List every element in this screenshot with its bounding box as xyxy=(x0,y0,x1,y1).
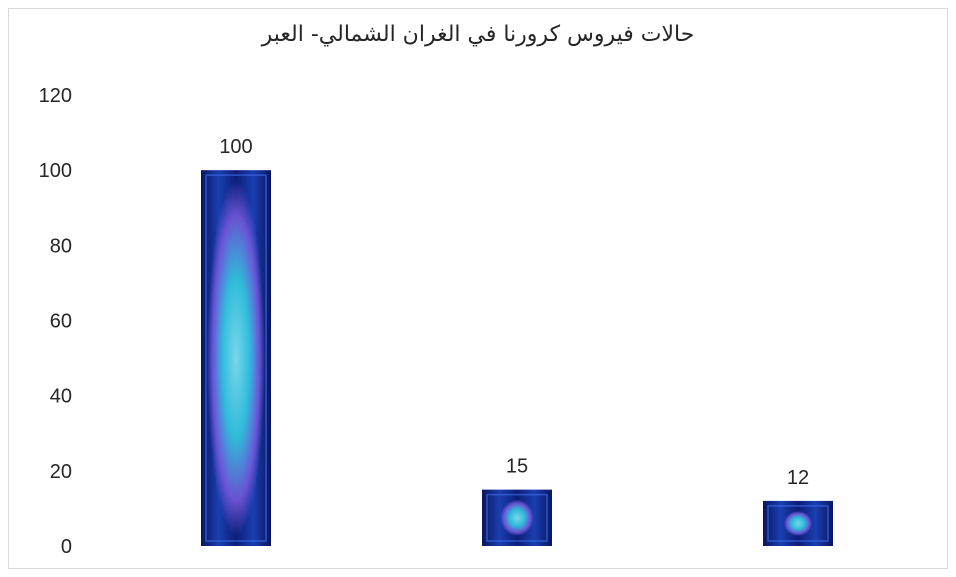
chart-title: حالات فيروس كرورنا في الغران الشمالي- ال… xyxy=(261,22,695,47)
y-tick-label: 100 xyxy=(39,160,72,182)
bar xyxy=(482,489,552,546)
y-tick-label: 80 xyxy=(50,235,72,257)
bar-frame xyxy=(486,493,548,542)
data-label: 15 xyxy=(506,456,528,478)
y-tick-label: 60 xyxy=(50,311,72,333)
y-tick-label: 20 xyxy=(50,461,72,483)
bar-frame xyxy=(205,174,267,542)
y-tick-label: 120 xyxy=(39,85,72,107)
y-tick-label: 0 xyxy=(61,536,72,558)
y-tick-label: 40 xyxy=(50,386,72,408)
chart-area xyxy=(8,8,948,569)
virus-image xyxy=(207,180,265,536)
data-label: 12 xyxy=(787,467,809,489)
bar-frame xyxy=(767,505,829,542)
virus-image xyxy=(783,510,813,536)
data-label: 100 xyxy=(219,136,252,158)
bar xyxy=(201,170,271,546)
bar xyxy=(763,500,833,546)
virus-image xyxy=(500,499,534,536)
